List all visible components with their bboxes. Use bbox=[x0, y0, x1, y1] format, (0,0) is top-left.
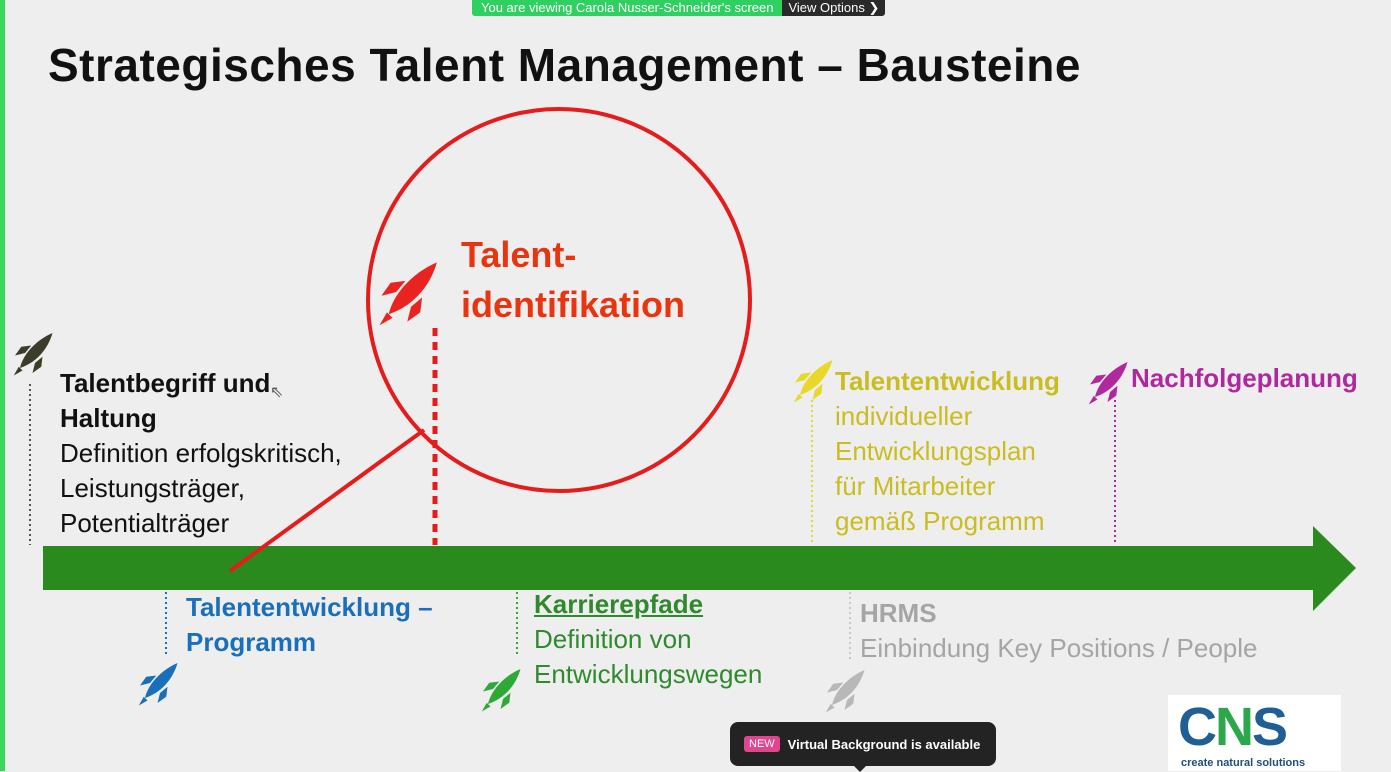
rocket-icon-magenta bbox=[1088, 362, 1128, 405]
rocket-icon-green bbox=[481, 669, 521, 712]
screen-share-border bbox=[0, 0, 5, 771]
chevron-down-icon: ❯ bbox=[868, 0, 880, 15]
timeline-arrow bbox=[43, 526, 1356, 611]
tentw-line-4: gemäß Programm bbox=[835, 506, 1045, 536]
rocket-icon-yellow bbox=[793, 360, 833, 403]
talentbegriff-heading-1: Talentbegriff und bbox=[60, 368, 271, 398]
tentw-line-3: für Mitarbeiter bbox=[835, 471, 996, 501]
view-options-button[interactable]: View Options ❯ bbox=[782, 0, 886, 16]
slide-title: Strategisches Talent Management – Bauste… bbox=[48, 39, 1081, 91]
hrms-heading: HRMS bbox=[860, 598, 937, 628]
talent-circle bbox=[366, 107, 752, 493]
karriere-line-2: Entwicklungswegen bbox=[534, 659, 763, 689]
block-talentbegriff: Talentbegriff und Haltung Definition erf… bbox=[60, 366, 342, 541]
share-banner: You are viewing Carola Nusser-Schneider'… bbox=[472, 0, 886, 16]
tprog-line-2: Programm bbox=[186, 627, 317, 657]
rocket-icon-dark bbox=[13, 333, 53, 376]
karriere-heading: Karrierepfade bbox=[534, 589, 704, 619]
logo-wordmark: CNS bbox=[1178, 697, 1288, 757]
tentw-heading: Talententwicklung bbox=[835, 366, 1060, 396]
talentident-line-2: identifikation bbox=[461, 284, 685, 325]
block-karrierepfade: Karrierepfade Definition von Entwicklung… bbox=[534, 587, 762, 692]
tprog-line-1: Talententwicklung – bbox=[186, 592, 433, 622]
rocket-icon-blue bbox=[138, 663, 178, 706]
nachfolgeplanung-heading: Nachfolgeplanung bbox=[1131, 363, 1358, 393]
cns-logo: CNS create natural solutions bbox=[1168, 695, 1341, 771]
rocket-icon-gray bbox=[825, 670, 865, 713]
toast-caret-icon bbox=[854, 766, 866, 772]
talentbegriff-heading-2: Haltung bbox=[60, 403, 157, 433]
tentw-line-1: individueller bbox=[835, 401, 973, 431]
hrms-line-1: Einbindung Key Positions / People bbox=[860, 633, 1258, 663]
talent-circle-handle bbox=[228, 428, 426, 573]
share-status-text: You are viewing Carola Nusser-Schneider'… bbox=[472, 0, 783, 16]
toast-message: Virtual Background is available bbox=[787, 736, 981, 752]
talentbegriff-line-3: Potentialträger bbox=[60, 508, 230, 538]
block-talententwicklung: Talententwicklung individueller Entwickl… bbox=[835, 364, 1060, 539]
rocket-icon-red bbox=[379, 262, 437, 326]
block-talentidentifikation: Talent- identifikation bbox=[461, 230, 685, 330]
virtual-background-toast[interactable]: NEW Virtual Background is available bbox=[730, 722, 996, 772]
new-badge: NEW bbox=[744, 736, 780, 752]
block-hrms: HRMS Einbindung Key Positions / People bbox=[860, 596, 1258, 666]
talentbegriff-line-2: Leistungsträger, bbox=[60, 473, 246, 503]
mouse-cursor-icon: ⇖ bbox=[270, 384, 284, 401]
block-talententwicklung-programm: Talententwicklung – Programm bbox=[186, 590, 433, 660]
logo-tagline: create natural solutions bbox=[1181, 757, 1306, 769]
karriere-line-1: Definition von bbox=[534, 624, 692, 654]
talentbegriff-line-1: Definition erfolgskritisch, bbox=[60, 438, 342, 468]
view-options-label: View Options bbox=[788, 0, 865, 15]
tentw-line-2: Entwicklungsplan bbox=[835, 436, 1036, 466]
talentident-line-1: Talent- bbox=[461, 234, 577, 275]
